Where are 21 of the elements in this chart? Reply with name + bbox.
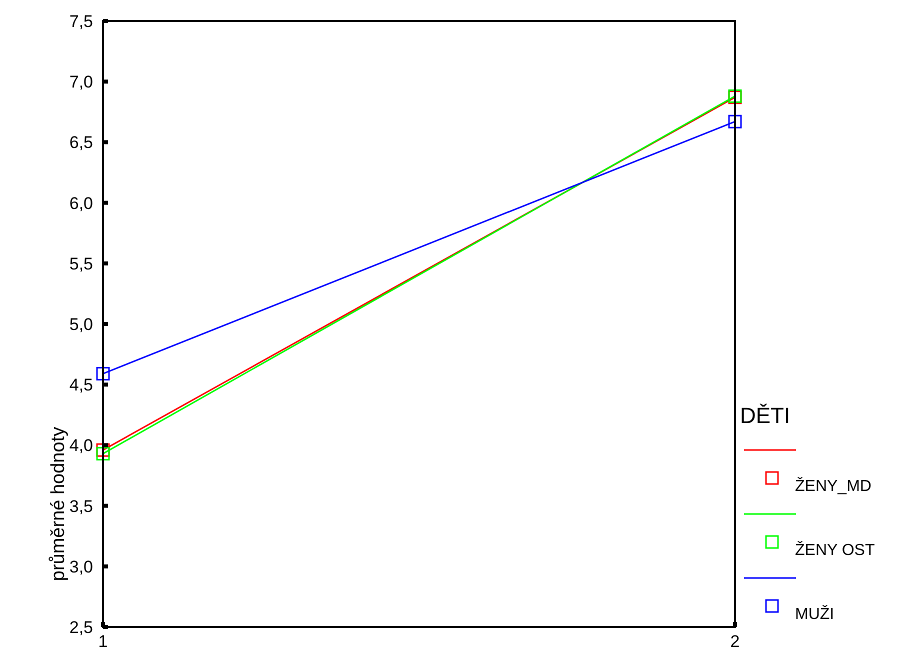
legend-title: DĚTI (740, 403, 790, 428)
y-tick-label: 5,0 (69, 314, 93, 334)
point (96, 446, 110, 460)
y-axis-title: průměrné hodnoty (48, 426, 69, 582)
y-tick-label: 7,5 (69, 12, 93, 31)
y-tick-label: 6,5 (69, 133, 93, 152)
legend-label: ŽENY OST (795, 541, 875, 559)
x-tick-label: 2 (730, 632, 740, 651)
y-tick-label: 5,5 (69, 254, 93, 274)
legend-label: ŽENY_MD (795, 477, 872, 495)
y-tick-label: 6,0 (69, 194, 93, 213)
legend-label: MUŽI (795, 605, 834, 623)
point (96, 366, 110, 380)
y-tick-label: 2,5 (69, 618, 93, 637)
y-tick-label: 4,0 (69, 436, 93, 456)
y-tick-label: 7,0 (69, 72, 93, 92)
y-tick-label: 4,5 (69, 376, 93, 395)
point (728, 114, 742, 128)
y-tick-label: 3,0 (69, 557, 93, 576)
x-tick-label: 1 (98, 632, 108, 651)
y-tick-label: 3,5 (69, 496, 93, 516)
